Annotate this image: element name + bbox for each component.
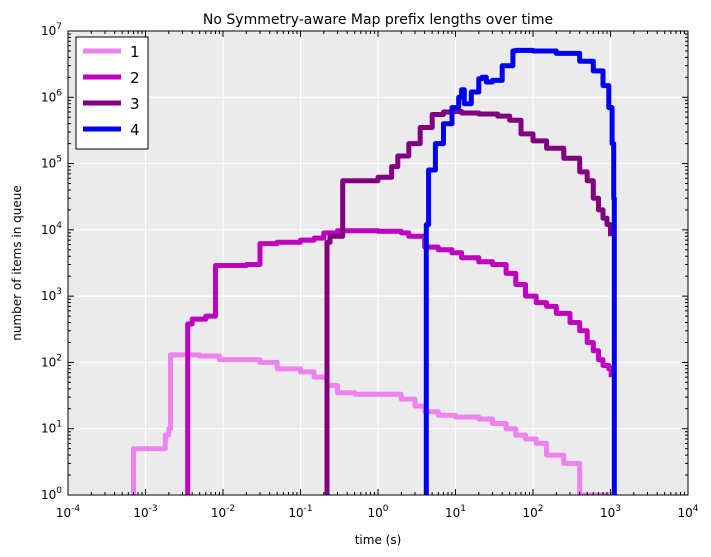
y-tick-label: 104 — [41, 221, 62, 237]
legend-label-1: 1 — [130, 43, 140, 61]
legend-label-2: 2 — [130, 69, 140, 87]
ticks — [67, 30, 689, 496]
y-tick-label: 106 — [41, 88, 62, 104]
x-tick-label: 10-1 — [288, 504, 312, 520]
series-line-4 — [423, 47, 617, 495]
y-tick-label: 101 — [41, 420, 62, 436]
x-tick-label: 102 — [522, 504, 543, 520]
series-line-2 — [185, 228, 614, 495]
x-tick-label: 10-2 — [211, 504, 235, 520]
tick-labels: 10-4 10-3 10-2 10-1 100 101 102 103 104 100 101 102… — [41, 22, 699, 520]
legend: 1 2 3 4 — [75, 36, 149, 150]
x-axis-label: time (s) — [355, 533, 402, 547]
series-line-3 — [324, 109, 613, 495]
series-lines — [131, 47, 617, 495]
series-line-1 — [131, 352, 617, 495]
x-tick-label: 10-3 — [133, 504, 157, 520]
y-tick-label: 102 — [41, 353, 62, 369]
legend-label-3: 3 — [130, 95, 140, 113]
chart-title: No Symmetry-aware Map prefix lengths ove… — [203, 12, 553, 28]
x-tick-label: 10-4 — [56, 504, 81, 520]
legend-label-4: 4 — [130, 121, 140, 139]
x-tick-label: 101 — [445, 504, 466, 520]
y-tick-label: 103 — [41, 287, 62, 303]
x-tick-label: 104 — [677, 504, 698, 520]
y-axis-label: number of items in queue — [10, 185, 24, 341]
x-tick-label: 100 — [367, 504, 388, 520]
y-tick-label: 107 — [41, 22, 62, 38]
y-tick-label: 105 — [41, 155, 62, 171]
y-tick-label: 100 — [41, 486, 62, 502]
x-tick-label: 103 — [600, 504, 621, 520]
